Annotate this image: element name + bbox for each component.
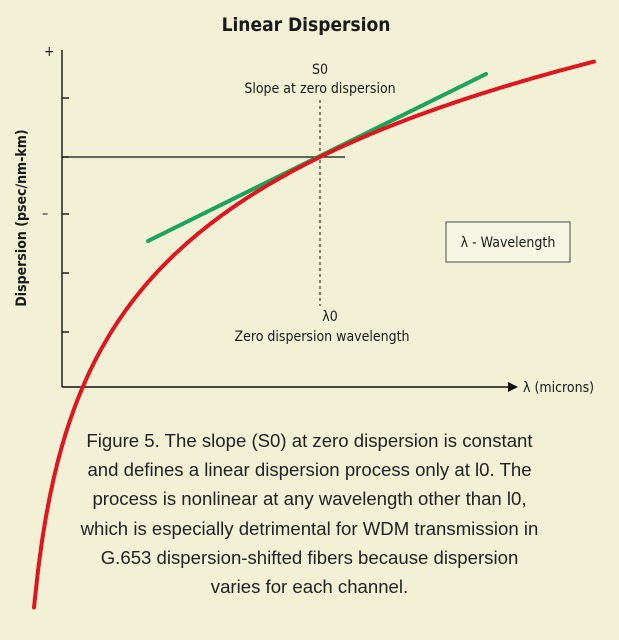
y-axis-plus-label: +	[44, 44, 55, 60]
caption-line: G.653 dispersion-shifted fibers because …	[100, 546, 519, 568]
y-axis-label: Dispersion (psec/nm-km)	[14, 129, 30, 306]
figure-caption: Figure 5. The slope (S0) at zero dispers…	[0, 426, 619, 601]
x-axis-arrow	[508, 382, 518, 392]
dispersion-curve	[32, 59, 596, 610]
legend-box	[445, 221, 571, 263]
lambda0-description: Zero dispersion wavelength	[234, 329, 409, 345]
slope-label: Slope at zero dispersion	[244, 81, 395, 97]
caption-line: Figure 5. The slope (S0) at zero dispers…	[86, 430, 533, 451]
x-axis-label: λ (microns)	[523, 380, 594, 396]
y-axis-minus-label: –	[42, 206, 48, 222]
caption-line: which is especially detrimental for WDM …	[80, 517, 539, 539]
legend-text: λ - Wavelength	[461, 235, 556, 251]
caption-line: process is nonlinear at any wavelength o…	[92, 488, 527, 510]
chart-title: Linear Dispersion	[222, 14, 391, 36]
caption-line: and defines a linear dispersion process …	[87, 459, 532, 481]
s0-label: S0	[312, 62, 328, 78]
caption-line: varies for each channel.	[210, 576, 409, 598]
lambda0-label: λ0	[322, 309, 337, 325]
